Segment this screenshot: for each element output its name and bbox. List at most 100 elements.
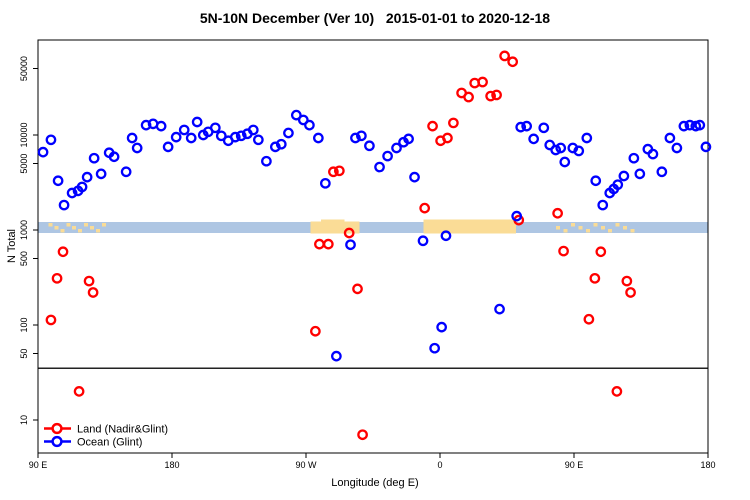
ocean-point — [618, 170, 630, 182]
map-band-island-speckle — [90, 225, 95, 230]
ocean-point — [290, 109, 302, 121]
land-point — [485, 90, 496, 102]
y-axis-label: N Total — [6, 228, 18, 264]
ocean-point — [597, 199, 609, 211]
ocean-point — [550, 144, 562, 156]
ocean-point — [247, 124, 259, 136]
map-band-island-speckle — [630, 228, 635, 233]
ocean-point — [76, 181, 88, 193]
land-point — [314, 238, 325, 250]
land-point — [558, 245, 569, 257]
ocean-point — [215, 130, 227, 142]
ocean-point — [417, 235, 429, 247]
ocean-point — [356, 130, 367, 142]
ocean-point — [612, 179, 624, 191]
land-point — [427, 120, 438, 132]
y-tick-label: 50000 — [19, 56, 29, 81]
y-tick-label: 5000 — [19, 154, 29, 174]
map-band-island-speckle — [102, 222, 107, 227]
ocean-point — [261, 155, 272, 167]
land-point — [343, 227, 355, 239]
map-band-island-speckle — [60, 228, 65, 233]
legend-label: Ocean (Glint) — [77, 437, 142, 449]
chart-title: 5N-10N December (Ver 10) 2015-01-01 to 2… — [199, 10, 551, 26]
x-tick-label: 90 W — [295, 460, 317, 470]
y-tick-label: 10000 — [19, 122, 29, 147]
ocean-point — [126, 132, 138, 144]
ocean-point — [521, 120, 533, 132]
ocean-point — [185, 132, 197, 144]
ocean-point — [229, 131, 241, 143]
ocean-point — [350, 132, 361, 144]
ocean-point — [678, 120, 690, 132]
land-point — [595, 246, 607, 258]
ocean-point — [95, 168, 107, 180]
ocean-point — [628, 152, 640, 164]
legend-marker — [51, 435, 63, 448]
land-point — [73, 386, 85, 397]
ocean-point — [694, 119, 706, 131]
ocean-point — [429, 342, 440, 354]
x-tick-label: 180 — [164, 460, 179, 470]
land-point — [419, 202, 431, 214]
ocean-point — [403, 133, 414, 145]
ocean-point — [81, 171, 93, 183]
ocean-point — [409, 171, 420, 183]
ocean-point — [269, 141, 281, 153]
x-tick-label: 90 E — [565, 460, 584, 470]
land-point — [328, 166, 339, 178]
map-band-island-speckle — [615, 222, 620, 227]
ocean-point — [178, 124, 190, 136]
ocean-point — [656, 166, 668, 178]
map-band-island-speckle — [48, 222, 53, 227]
ocean-point — [155, 120, 167, 132]
map-band-island-speckle — [66, 222, 71, 227]
y-tick-label: 100 — [19, 317, 29, 332]
ocean-point — [191, 116, 203, 128]
land-point — [352, 283, 363, 295]
land-point — [507, 56, 519, 68]
legend-marker — [51, 422, 63, 435]
ocean-point — [511, 210, 523, 222]
ocean-point — [162, 141, 174, 153]
ocean-point — [209, 122, 221, 134]
ocean-point — [283, 127, 294, 139]
ocean-point — [538, 122, 550, 134]
ocean-point — [642, 143, 654, 155]
map-band-island-speckle — [84, 222, 89, 227]
ocean-point — [700, 141, 712, 153]
land-point — [477, 76, 488, 88]
map-band-island-speckle — [556, 225, 561, 230]
ocean-point — [88, 152, 100, 164]
land-point — [51, 272, 63, 284]
land-point — [334, 165, 345, 177]
ocean-point — [235, 130, 247, 142]
ocean-point — [684, 119, 696, 131]
map-band-island-speckle — [585, 228, 590, 233]
land-point — [83, 275, 95, 287]
map-band-island-speckle — [578, 225, 583, 230]
y-tick-label: 1000 — [19, 220, 29, 240]
map-band-land-south-america — [310, 221, 360, 234]
legend-label: Land (Nadir&Glint) — [77, 424, 168, 436]
land-point — [491, 89, 502, 101]
land-point — [499, 50, 510, 62]
ocean-point — [634, 168, 646, 180]
ocean-point — [345, 239, 356, 251]
map-band-island-speckle — [593, 222, 598, 227]
x-tick-label: 90 E — [29, 460, 48, 470]
land-point — [625, 287, 636, 298]
land-point — [448, 117, 459, 129]
ocean-point — [494, 303, 505, 315]
map-band-island-speckle — [600, 225, 605, 230]
y-tick-label: 50 — [19, 349, 29, 359]
map-band-island-speckle — [96, 228, 101, 233]
ocean-point — [364, 140, 375, 152]
ocean-point — [120, 166, 132, 178]
map-band-land-africa — [423, 219, 516, 234]
x-axis-label: Longitude (deg E) — [331, 477, 419, 489]
ocean-point — [374, 161, 385, 173]
land-point — [552, 207, 563, 219]
land-point — [583, 313, 595, 325]
